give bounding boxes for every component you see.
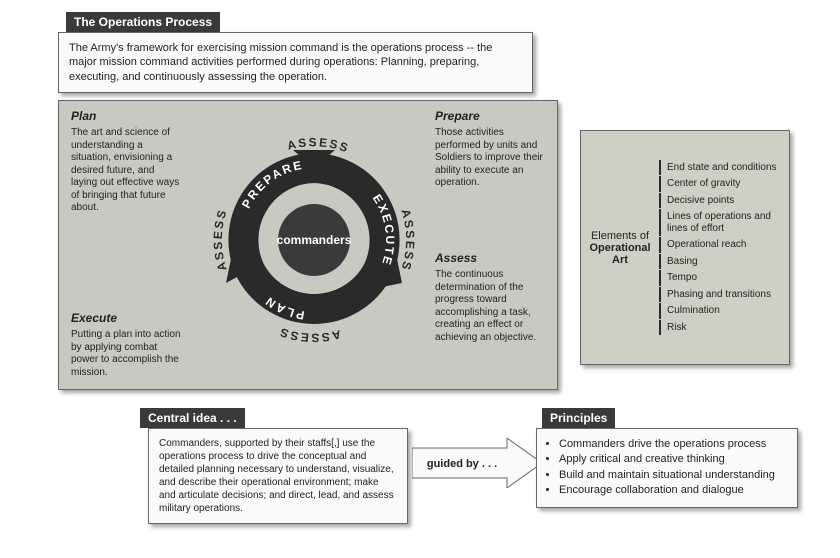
guided-by-label: guided by . . . [427,458,497,470]
opart-item: Phasing and transitions [659,287,789,303]
cycle-diagram: commanders PLAN PREPARE EXECUTE ASSESS A… [209,115,419,365]
opart-item: End state and conditions [659,160,789,176]
quad-assess-title: Assess [435,251,545,265]
opart-item: Basing [659,254,789,270]
quad-assess-body: The continuous determination of the prog… [435,269,545,344]
cycle-panel: Plan The art and science of understandin… [58,100,558,390]
opart-item: Lines of operations and lines of effort [659,209,789,236]
guided-by-arrow: guided by . . . [412,438,542,488]
operational-art-list: End state and conditionsCenter of gravit… [659,159,789,337]
quad-execute-body: Putting a plan into action by applying c… [71,329,181,379]
central-idea-title: Central idea . . . [140,408,245,428]
principles-list: Commanders drive the operations processA… [559,437,787,499]
quad-plan: Plan The art and science of understandin… [71,109,181,215]
operational-art-panel: Elements of Operational Art End state an… [580,130,790,365]
opart-item: Tempo [659,270,789,286]
intro-box: The Army's framework for exercising miss… [58,32,533,93]
operations-process-title: The Operations Process [66,12,220,32]
quad-execute-title: Execute [71,311,181,325]
opart-item: Operational reach [659,237,789,253]
quad-prepare-title: Prepare [435,109,545,123]
opart-item: Culmination [659,303,789,319]
opart-item: Center of gravity [659,176,789,192]
assess-label-left: ASSESS [211,207,230,273]
operational-art-label: Elements of Operational Art [581,230,659,266]
opart-label-line1: Elements of [591,230,649,242]
principle-item: Commanders drive the operations process [559,437,787,452]
principle-item: Apply critical and creative thinking [559,452,787,467]
opart-item: Decisive points [659,193,789,209]
quad-assess: Assess The continuous determination of t… [435,251,545,344]
assess-label-bottom: ASSESS [276,324,342,344]
principles-title: Principles [542,408,615,428]
principles-box: Commanders drive the operations processA… [536,428,798,508]
quad-plan-title: Plan [71,109,181,123]
quad-prepare: Prepare Those activities performed by un… [435,109,545,190]
opart-item: Risk [659,320,789,336]
cycle-center-label: commanders [277,233,352,247]
assess-label-right: ASSESS [398,207,417,273]
opart-label-line2: Operational Art [589,242,650,266]
principle-item: Build and maintain situational understan… [559,468,787,483]
principle-item: Encourage collaboration and dialogue [559,483,787,498]
central-idea-box: Commanders, supported by their staffs[,]… [148,428,408,524]
quad-plan-body: The art and science of understanding a s… [71,127,181,215]
quad-prepare-body: Those activities performed by units and … [435,127,545,190]
quad-execute: Execute Putting a plan into action by ap… [71,311,181,379]
